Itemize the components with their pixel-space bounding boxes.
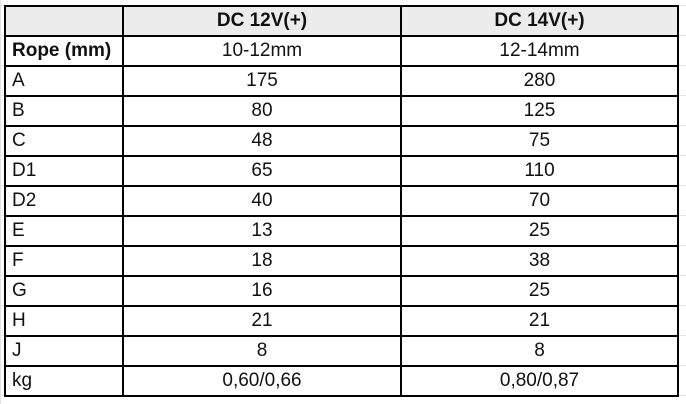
dc14v-value-cell[interactable]: 12-14mm — [400, 35, 679, 67]
table-row: F 18 38 — [4, 245, 679, 277]
dc12v-value-cell[interactable]: 13 — [122, 215, 402, 247]
dc14v-value-cell[interactable]: 280 — [400, 65, 679, 97]
dc14v-value-cell[interactable]: 8 — [400, 335, 679, 367]
dc12v-value-cell[interactable]: 175 — [122, 65, 402, 97]
header-dc14v-cell[interactable]: DC 14V(+) — [400, 5, 679, 37]
table-row: B 80 125 — [4, 95, 679, 127]
dc12v-value-cell[interactable]: 65 — [122, 155, 402, 187]
dc12v-value-cell[interactable]: 40 — [122, 185, 402, 217]
dc14v-value-cell[interactable]: 70 — [400, 185, 679, 217]
dc14v-value-cell[interactable]: 38 — [400, 245, 679, 277]
dc14v-value-cell[interactable]: 21 — [400, 305, 679, 337]
spec-table: DC 12V(+) DC 14V(+) Rope (mm) 10-12mm 12… — [4, 5, 679, 397]
row-label-cell[interactable]: E — [4, 215, 124, 247]
dc12v-value-cell[interactable]: 18 — [122, 245, 402, 277]
header-row: DC 12V(+) DC 14V(+) — [4, 5, 679, 37]
table-row: E 13 25 — [4, 215, 679, 247]
dc12v-value-cell[interactable]: 8 — [122, 335, 402, 367]
row-label-cell[interactable]: F — [4, 245, 124, 277]
table-row: H 21 21 — [4, 305, 679, 337]
table-row: Rope (mm) 10-12mm 12-14mm — [4, 35, 679, 67]
dc12v-value-cell[interactable]: 80 — [122, 95, 402, 127]
dc14v-value-cell[interactable]: 0,80/0,87 — [400, 365, 679, 397]
header-dc12v-cell[interactable]: DC 12V(+) — [122, 5, 402, 37]
dc12v-value-cell[interactable]: 21 — [122, 305, 402, 337]
dc12v-value-cell[interactable]: 16 — [122, 275, 402, 307]
dc12v-value-cell[interactable]: 48 — [122, 125, 402, 157]
row-label-cell[interactable]: A — [4, 65, 124, 97]
dc12v-value-cell[interactable]: 10-12mm — [122, 35, 402, 67]
row-label-cell[interactable]: kg — [4, 365, 124, 397]
table-row: D2 40 70 — [4, 185, 679, 217]
table-row: C 48 75 — [4, 125, 679, 157]
dc14v-value-cell[interactable]: 125 — [400, 95, 679, 127]
dc14v-value-cell[interactable]: 75 — [400, 125, 679, 157]
row-label-cell[interactable]: Rope (mm) — [4, 35, 124, 67]
table-row: A 175 280 — [4, 65, 679, 97]
table-row: J 8 8 — [4, 335, 679, 367]
row-label-cell[interactable]: D2 — [4, 185, 124, 217]
row-label-cell[interactable]: B — [4, 95, 124, 127]
row-label-cell[interactable]: D1 — [4, 155, 124, 187]
header-corner-cell[interactable] — [4, 5, 124, 37]
row-label-cell[interactable]: H — [4, 305, 124, 337]
row-label-cell[interactable]: C — [4, 125, 124, 157]
row-label-cell[interactable]: J — [4, 335, 124, 367]
table-row: kg 0,60/0,66 0,80/0,87 — [4, 365, 679, 397]
dc14v-value-cell[interactable]: 110 — [400, 155, 679, 187]
table-row: D1 65 110 — [4, 155, 679, 187]
dc12v-value-cell[interactable]: 0,60/0,66 — [122, 365, 402, 397]
row-label-cell[interactable]: G — [4, 275, 124, 307]
dc14v-value-cell[interactable]: 25 — [400, 215, 679, 247]
dc14v-value-cell[interactable]: 25 — [400, 275, 679, 307]
table-row: G 16 25 — [4, 275, 679, 307]
